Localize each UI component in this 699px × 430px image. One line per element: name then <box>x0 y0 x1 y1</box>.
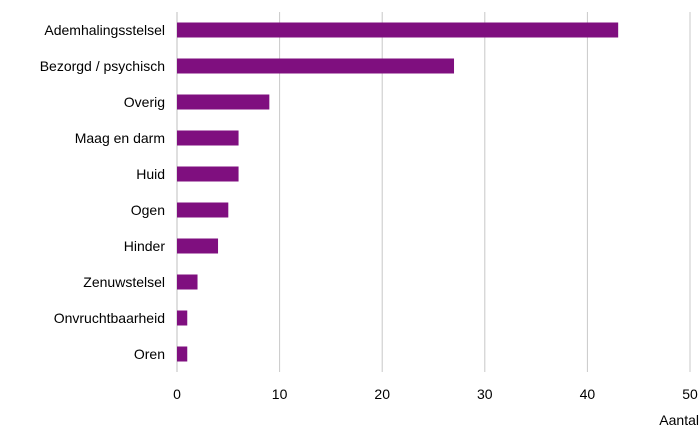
x-tick-labels: 0 10 20 30 40 50 <box>173 386 698 402</box>
x-tick-label: 30 <box>477 386 493 402</box>
category-label: Bezorgd / psychisch <box>40 58 165 74</box>
category-label: Zenuwstelsel <box>83 274 165 290</box>
bar-ogen <box>177 202 229 218</box>
category-label: Overig <box>124 94 165 110</box>
category-label: Ogen <box>131 202 165 218</box>
bar-bezorgd-psychisch <box>177 58 455 74</box>
x-tick-label: 0 <box>173 386 181 402</box>
x-tick-label: 40 <box>580 386 596 402</box>
bar-ademhalingsstelsel <box>177 22 619 38</box>
category-label: Ademhalingsstelsel <box>44 22 165 38</box>
bar-zenuwstelsel <box>177 274 198 290</box>
category-label: Hinder <box>124 238 166 254</box>
category-label: Oren <box>134 346 165 362</box>
bars <box>177 22 619 362</box>
category-label: Huid <box>136 166 165 182</box>
bar-overig <box>177 94 270 110</box>
x-tick-label: 20 <box>374 386 390 402</box>
x-tick-label: 50 <box>682 386 698 402</box>
category-label: Maag en darm <box>75 130 165 146</box>
bar-hinder <box>177 238 219 254</box>
x-tick-label: 10 <box>272 386 288 402</box>
bar-onvruchtbaarheid <box>177 310 188 326</box>
bar-maag-en-darm <box>177 130 239 146</box>
x-axis-title: Aantal <box>659 412 699 428</box>
category-labels: Ademhalingsstelsel Bezorgd / psychisch Ove… <box>40 22 166 362</box>
bar-oren <box>177 346 188 362</box>
bar-huid <box>177 166 239 182</box>
category-label: Onvruchtbaarheid <box>54 310 165 326</box>
